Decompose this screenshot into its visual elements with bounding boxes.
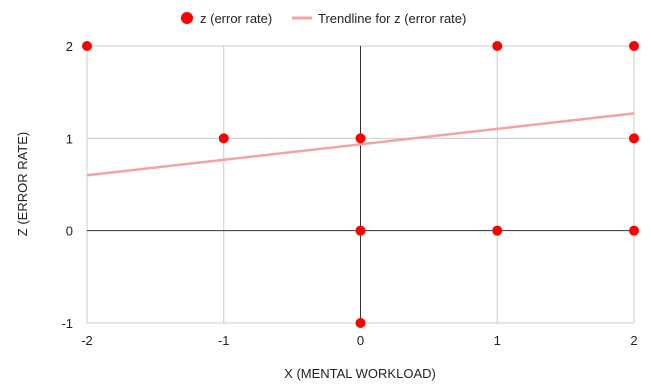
data-point-0-2 [629,41,639,51]
data-point-0-3 [218,133,229,144]
y-tick-label-0: -1 [61,316,73,331]
legend: z (error rate) Trendline for z (error ra… [181,11,466,26]
x-tick-label-4: 2 [630,333,637,348]
data-points [82,41,639,328]
x-tick-label-2: 0 [357,333,364,348]
data-point-0-4 [355,133,366,144]
data-point-0-1 [492,41,503,51]
trendline [86,112,635,177]
data-point-0-0 [82,41,92,51]
data-point-0-8 [629,225,639,236]
y-tick-label-2: 1 [66,131,73,146]
trendline-path [86,112,635,177]
data-point-0-7 [492,225,503,236]
data-point-0-6 [355,225,366,236]
legend-label-trendline: Trendline for z (error rate) [318,11,466,26]
legend-marker-series [181,12,193,24]
data-point-0-9 [355,318,366,328]
y-axis-label: Z (ERROR RATE) [15,132,30,236]
legend-label-series: z (error rate) [200,11,272,26]
x-tick-label-0: -2 [81,333,93,348]
data-point-0-5 [629,133,639,144]
axes [87,46,634,323]
x-tick-label-3: 1 [494,333,501,348]
x-axis-label: X (MENTAL WORKLOAD) [284,366,436,381]
y-tick-label-1: 0 [66,224,73,239]
x-tick-label-1: -1 [218,333,230,348]
y-tick-label-3: 2 [66,39,73,54]
tick-labels: -2 -1 0 1 2 -1 0 1 2 [61,39,637,348]
